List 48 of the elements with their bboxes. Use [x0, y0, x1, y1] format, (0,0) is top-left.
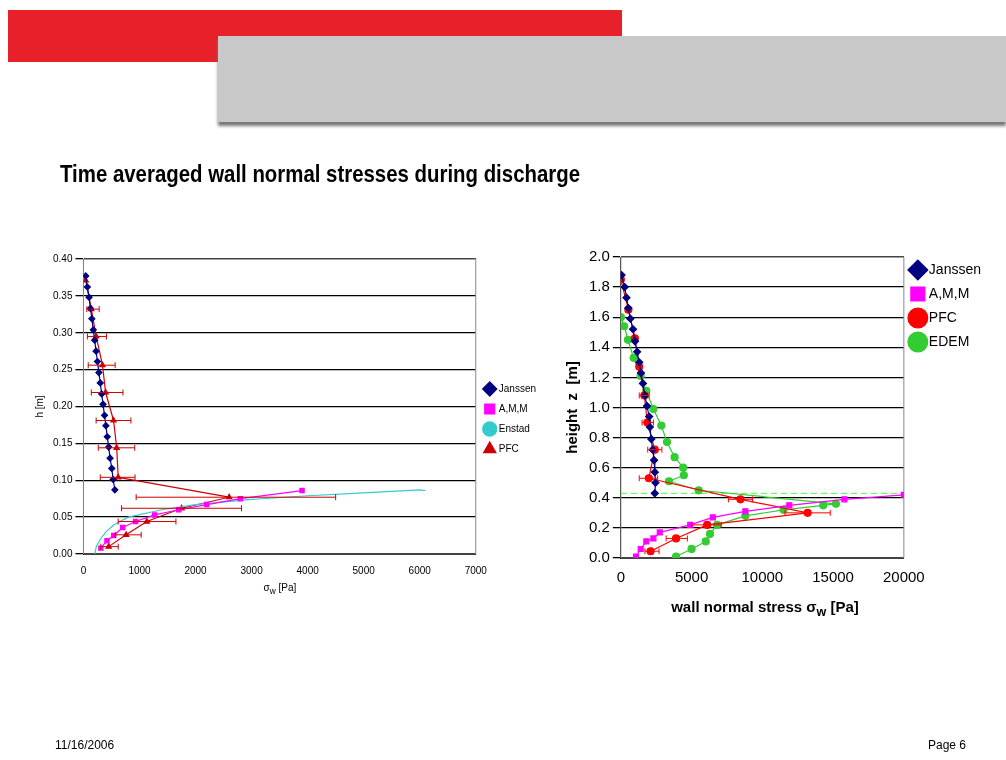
- chart-title: Time averaged wall normal stresses during discharge: [60, 160, 581, 188]
- y-tick-label: 0.15: [52, 437, 73, 449]
- x-tick-label: 0: [80, 564, 87, 576]
- text: 11/16/2006: [55, 738, 115, 752]
- text: Page 6: [927, 738, 966, 752]
- x-tick-label: 1000: [128, 564, 152, 576]
- y-tick-label: 0.4: [588, 487, 610, 505]
- y-tick-label: 0.35: [52, 289, 73, 301]
- y-tick-label: 0.0: [588, 548, 610, 566]
- legend-label: EDEM: [928, 332, 970, 349]
- x-tick-label: 6000: [408, 564, 432, 576]
- y-tick-label: 0.00: [52, 547, 73, 559]
- y-axis-title: h [m]: [33, 395, 45, 418]
- y-tick-label: 0.10: [52, 474, 73, 485]
- x-tick-label: 5000: [352, 564, 376, 576]
- legend-label: Enstad: [498, 422, 530, 434]
- x-tick-label: 20000: [883, 568, 925, 586]
- x-axis-title: wall normal stress σ$_{w}$ [Pa]: [670, 598, 860, 619]
- y-tick-label: 0.40: [52, 252, 73, 264]
- y-tick-label: 1.8: [588, 277, 610, 295]
- y-tick-label: 1.4: [588, 337, 610, 355]
- y-tick-label: 0.8: [588, 427, 610, 445]
- y-axis-title: height z [m]: [563, 361, 581, 454]
- x-tick-label: 4000: [296, 564, 320, 576]
- x-tick-label: 0: [616, 568, 626, 586]
- y-tick-label: 0.2: [588, 518, 610, 536]
- x-axis-title: σ$_{w}$ [Pa]: [262, 582, 298, 596]
- legend-label: PFC: [498, 442, 519, 454]
- x-tick-label: 3000: [240, 564, 264, 576]
- x-tick-label: 10000: [741, 568, 784, 586]
- x-tick-label: 7000: [464, 564, 488, 576]
- y-tick-label: 0.05: [52, 510, 73, 522]
- y-tick-label: 0.6: [588, 457, 610, 475]
- y-tick-label: 2.0: [588, 247, 610, 265]
- y-tick-label: 1.0: [588, 397, 610, 415]
- x-tick-label: 5000: [674, 568, 709, 586]
- legend-label: PFC: [928, 308, 957, 325]
- legend-label: Janssen: [928, 260, 982, 277]
- y-tick-label: 1.6: [588, 307, 610, 325]
- legend-label: Janssen: [498, 382, 536, 394]
- y-tick-label: 0.25: [52, 363, 73, 375]
- y-tick-label: 1.2: [588, 367, 610, 385]
- y-tick-label: 0.20: [52, 400, 73, 412]
- legend-label: A,M,M: [928, 284, 970, 301]
- legend-label: A,M,M: [498, 402, 528, 414]
- x-tick-label: 15000: [812, 568, 854, 586]
- y-tick-label: 0.30: [52, 326, 73, 338]
- x-tick-label: 2000: [184, 564, 208, 576]
